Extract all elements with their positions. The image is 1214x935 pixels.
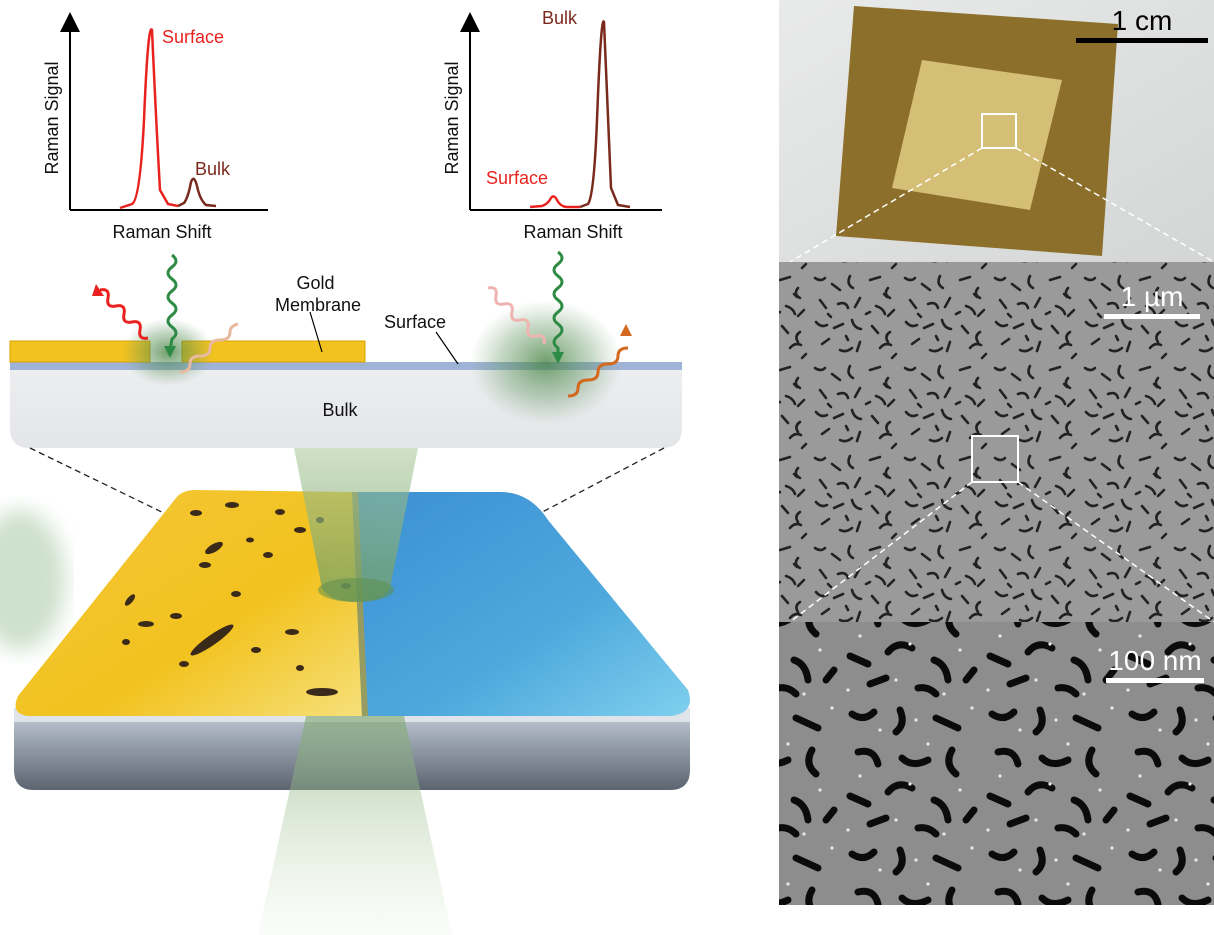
bulk-label: Bulk — [322, 400, 358, 420]
right-raman-plot: Raman Signal Raman Shift Bulk Surface — [442, 8, 662, 242]
scattered-photon-bulk-left — [179, 322, 239, 374]
sem-zoom-line-left — [789, 481, 973, 623]
left-plot-x-label: Raman Shift — [112, 222, 211, 242]
sem-zoom-panel: 100 nm — [779, 622, 1214, 905]
micrograph-column: 1 cm 1 µm 100 nm — [779, 0, 1214, 905]
sem-zoom-line-right — [1017, 481, 1214, 623]
incident-photon-right — [552, 250, 564, 356]
surface-label: Surface — [384, 312, 446, 332]
laser-focus-bulk — [470, 300, 622, 424]
gold-membrane-label-line1: Gold — [296, 273, 334, 293]
scattered-photon-surface-left — [99, 288, 149, 340]
left-bulk-peak — [177, 177, 217, 208]
surface-layer — [10, 362, 682, 370]
sem-image — [779, 262, 1214, 622]
gold-membrane-surface — [15, 490, 363, 716]
blue-sample-surface — [352, 492, 690, 716]
left-bulk-peak-label: Bulk — [195, 159, 231, 179]
right-bulk-peak — [579, 20, 631, 209]
sem-scale-bar — [1104, 314, 1200, 319]
photo-zoom-line-left — [789, 147, 983, 263]
right-plot-x-label: Raman Shift — [523, 222, 622, 242]
membrane-pores — [122, 502, 351, 696]
sem-scale-label: 1 µm — [1121, 281, 1184, 312]
laser-beam-upper — [294, 448, 418, 602]
left-plot-y-label: Raman Signal — [42, 61, 62, 174]
scattered-arrowhead-surface-left — [92, 284, 104, 296]
incident-arrowhead-left — [164, 346, 176, 358]
scattered-photon-surface-right — [487, 286, 546, 345]
incident-arrowhead-right — [552, 352, 564, 364]
photo-zoom-box — [981, 113, 1017, 149]
cross-section-schematic: Gold Membrane Surface Bulk — [9, 250, 682, 448]
scattered-photon-bulk-right — [567, 346, 629, 398]
photo-gold-membrane — [892, 60, 1062, 210]
incident-photon-left — [166, 253, 178, 351]
sem-zoom-scale-label: 100 nm — [1108, 645, 1201, 676]
laser-spot — [318, 578, 394, 602]
photo-scale-bar — [1076, 38, 1208, 43]
left-raman-plot: Raman Signal Raman Shift Surface Bulk — [42, 12, 268, 242]
gold-membrane-label-line2: Membrane — [275, 295, 361, 315]
right-surface-peak-label: Surface — [486, 168, 548, 188]
sample-3d-illustration — [0, 448, 690, 935]
gold-membrane-label: Gold Membrane — [275, 273, 361, 315]
surface-leader — [435, 331, 459, 365]
scattered-arrowhead-bulk-right — [620, 324, 632, 336]
sem-zoom-image — [779, 622, 1214, 905]
sample-photo-panel: 1 cm — [779, 0, 1214, 263]
right-surface-peak — [529, 195, 580, 209]
photo-zoom-line-right — [1015, 147, 1214, 263]
gold-membrane-leader — [309, 311, 323, 353]
right-bulk-peak-label: Bulk — [542, 8, 578, 28]
right-plot-y-label: Raman Signal — [442, 61, 462, 174]
sem-zoom-scale-bar — [1106, 678, 1204, 683]
photo-scale-label: 1 cm — [1112, 5, 1173, 36]
sem-panel: 1 µm — [779, 262, 1214, 623]
laser-beam-lower — [258, 716, 452, 935]
left-surface-peak-label: Surface — [162, 27, 224, 47]
background-glow — [0, 510, 65, 650]
sem-zoom-box — [971, 435, 1019, 483]
left-surface-peak — [119, 28, 179, 210]
